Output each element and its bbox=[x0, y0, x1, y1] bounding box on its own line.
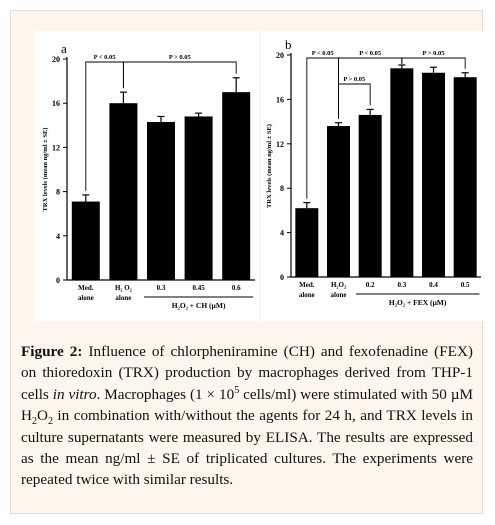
caption-in-vitro: in vitro bbox=[52, 385, 97, 403]
x-tick-label: Med. bbox=[78, 284, 94, 292]
bar bbox=[390, 68, 414, 277]
x-tick-label: 0.5 bbox=[461, 281, 470, 289]
x-tick-label: alone bbox=[331, 291, 347, 299]
panel-label: a bbox=[61, 41, 67, 56]
bar-chart-a: a 0 4 8 12 16 20 TRX levels (mean ng/ml ± SE) Me… bbox=[42, 41, 255, 310]
y-tick-label: 20 bbox=[276, 51, 284, 60]
x-tick-label: alone bbox=[115, 294, 131, 302]
y-tick-label: 8 bbox=[280, 184, 284, 193]
x-tick-label: 0.3 bbox=[157, 284, 166, 292]
y-tick-label: 0 bbox=[56, 276, 60, 285]
significance-label: P < 0.05 bbox=[359, 50, 382, 57]
significance-label: P < 0.05 bbox=[312, 50, 335, 57]
significance-bracket bbox=[122, 61, 237, 89]
group-label: H₂O₂ + CH (µM) bbox=[172, 301, 226, 310]
bar bbox=[358, 114, 382, 277]
panel-label: b bbox=[285, 37, 292, 52]
y-tick-label: 0 bbox=[280, 273, 284, 282]
bar bbox=[109, 103, 138, 280]
caption-subscript: 2 bbox=[47, 416, 53, 428]
y-tick-label: 4 bbox=[56, 232, 60, 241]
x-tick-label: H₂O₂ bbox=[331, 281, 346, 289]
significance-bracket bbox=[401, 57, 466, 69]
bar bbox=[327, 126, 350, 277]
significance-bracket bbox=[338, 83, 371, 119]
y-axis-label: TRX levels (mean ng/ml ± SE) bbox=[266, 124, 273, 208]
figure-caption: Figure 2: Influence of chlorpheniramine … bbox=[21, 341, 473, 491]
caption-text-2: . Macrophages (1 × 10 bbox=[96, 385, 235, 403]
caption-text-1: Influence of chlorpheniramine (CH) and f… bbox=[21, 343, 473, 403]
x-tick-label: H₂ O₂ bbox=[115, 284, 132, 292]
bar bbox=[147, 121, 175, 280]
caption-figure-label: Figure 2: bbox=[21, 343, 83, 360]
y-tick-label: 12 bbox=[276, 140, 284, 149]
caption-subscript: 2 bbox=[31, 416, 37, 428]
y-tick-label: 4 bbox=[280, 229, 284, 238]
x-tick-label: 0.45 bbox=[192, 284, 205, 292]
significance-label: P > 0.05 bbox=[423, 50, 446, 57]
caption-exponent: 5 bbox=[234, 384, 240, 396]
y-tick-label: 20 bbox=[52, 55, 60, 64]
x-tick-label: 0.3 bbox=[397, 281, 406, 289]
x-tick-label: Med. bbox=[299, 281, 315, 289]
y-tick-label: 12 bbox=[52, 143, 60, 152]
significance-label: P < 0.05 bbox=[94, 54, 117, 61]
x-tick-label: alone bbox=[78, 294, 94, 302]
chart-panel-b: b 0 4 8 12 16 20 TRX levels (mean ng/ml ± SE) Me… bbox=[261, 31, 485, 321]
x-tick-label: alone bbox=[299, 291, 315, 299]
significance-label: P > 0.05 bbox=[343, 76, 366, 83]
significance-label: P > 0.05 bbox=[169, 54, 192, 61]
bar bbox=[71, 201, 100, 280]
chart-panel-a: a 0 4 8 12 16 20 TRX levels (mean ng/ml ± SE) Me… bbox=[35, 31, 259, 321]
group-label: H₂O₂ + FEX (µM) bbox=[389, 298, 447, 307]
bar-chart-b: b 0 4 8 12 16 20 TRX levels (mean ng/ml ± SE) Me… bbox=[266, 37, 481, 307]
bar bbox=[453, 77, 477, 277]
x-tick-label: 0.2 bbox=[366, 281, 375, 289]
bar bbox=[184, 116, 213, 281]
bar bbox=[422, 72, 445, 277]
y-tick-label: 16 bbox=[276, 95, 284, 104]
y-tick-label: 16 bbox=[52, 99, 60, 108]
bar bbox=[295, 208, 319, 277]
bar bbox=[222, 92, 251, 281]
caption-text-4: O bbox=[36, 407, 48, 425]
y-axis-label: TRX levels (mean ng/ml ± SE) bbox=[42, 128, 49, 212]
x-tick-label: 0.6 bbox=[232, 284, 241, 292]
x-tick-label: 0.4 bbox=[429, 281, 438, 289]
y-tick-label: 8 bbox=[56, 188, 60, 197]
caption-text-5: in combination with/without the agents f… bbox=[21, 407, 473, 489]
figure-frame: a 0 4 8 12 16 20 TRX levels (mean ng/ml ± SE) Me… bbox=[10, 10, 485, 514]
caption-text-3: cells/ml) were stimulated with 50 µM H bbox=[21, 385, 473, 425]
